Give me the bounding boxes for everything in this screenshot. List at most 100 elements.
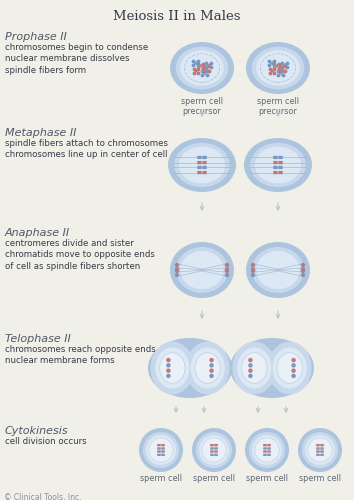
Point [284,64,290,72]
Circle shape [210,358,213,362]
Point [276,60,281,68]
FancyBboxPatch shape [320,450,324,452]
Circle shape [167,358,170,362]
FancyBboxPatch shape [316,448,320,450]
Point [280,67,286,75]
FancyBboxPatch shape [197,161,202,164]
Point [280,72,286,80]
Ellipse shape [298,428,342,472]
Text: sperm cell: sperm cell [193,474,235,483]
Circle shape [302,268,304,270]
FancyBboxPatch shape [214,448,218,450]
FancyBboxPatch shape [267,454,271,456]
FancyBboxPatch shape [214,444,218,446]
Point [267,57,272,65]
FancyBboxPatch shape [197,171,202,174]
Ellipse shape [192,428,236,472]
Ellipse shape [273,348,307,389]
Ellipse shape [249,432,285,468]
FancyBboxPatch shape [157,444,161,446]
Ellipse shape [277,352,302,384]
Point [196,69,201,77]
Point [271,60,277,68]
Point [200,67,205,75]
Ellipse shape [246,42,310,94]
FancyBboxPatch shape [161,444,165,446]
FancyBboxPatch shape [202,156,207,159]
Ellipse shape [252,46,304,90]
Point [196,65,201,73]
Text: sperm cell: sperm cell [140,474,182,483]
Ellipse shape [256,251,300,289]
Point [276,64,281,72]
Text: Anaphase II: Anaphase II [5,228,70,238]
FancyBboxPatch shape [202,171,207,174]
Text: cell division occurs: cell division occurs [5,437,87,446]
Text: Cytokinesis: Cytokinesis [5,426,69,436]
Circle shape [249,358,252,362]
Circle shape [292,369,295,372]
Text: Meiosis II in Males: Meiosis II in Males [113,10,241,23]
Point [279,60,285,68]
Point [200,72,205,80]
Circle shape [210,374,213,378]
Ellipse shape [244,138,312,192]
Ellipse shape [170,42,234,94]
FancyBboxPatch shape [273,166,278,169]
Circle shape [176,274,178,276]
Point [201,66,207,74]
Text: sperm cell
precursor: sperm cell precursor [257,97,299,116]
Point [204,67,210,75]
Point [278,62,283,70]
FancyBboxPatch shape [202,161,207,164]
Point [284,60,290,68]
Text: spindle fibers attach to chromosomes
chromosomes line up in center of cell: spindle fibers attach to chromosomes chr… [5,139,168,160]
FancyBboxPatch shape [316,454,320,456]
Text: sperm cell: sperm cell [246,474,288,483]
Circle shape [225,268,228,270]
Ellipse shape [170,242,234,298]
FancyBboxPatch shape [210,454,214,456]
Point [267,62,272,70]
Ellipse shape [202,438,226,462]
Ellipse shape [255,146,301,184]
Ellipse shape [233,342,276,394]
Point [282,66,287,74]
Circle shape [176,268,178,270]
Ellipse shape [237,348,272,389]
FancyBboxPatch shape [316,444,320,446]
FancyBboxPatch shape [278,171,283,174]
Point [272,69,277,77]
Circle shape [252,268,255,270]
Point [190,62,196,70]
Ellipse shape [148,338,232,398]
FancyBboxPatch shape [210,448,214,450]
Point [203,60,209,68]
Ellipse shape [179,146,225,184]
FancyBboxPatch shape [263,454,267,456]
Circle shape [252,270,255,272]
Ellipse shape [230,338,314,398]
Circle shape [292,374,295,378]
Point [195,57,201,65]
Text: chromosomes begin to condense
nuclear membrane dissolves
spindle fibers form: chromosomes begin to condense nuclear me… [5,43,148,75]
Point [190,57,196,65]
Ellipse shape [305,435,335,465]
FancyBboxPatch shape [316,450,320,452]
FancyBboxPatch shape [273,161,278,164]
Ellipse shape [155,348,189,389]
Ellipse shape [308,438,332,462]
Point [267,69,273,77]
Ellipse shape [168,138,236,192]
Point [271,57,277,65]
Point [204,72,210,80]
Circle shape [249,364,252,367]
Point [272,65,277,73]
Text: centromeres divide and sister
chromatids move to opposite ends
of cell as spindl: centromeres divide and sister chromatids… [5,239,155,271]
Point [195,64,201,72]
Text: © Clinical Tools, Inc.: © Clinical Tools, Inc. [4,493,81,500]
Circle shape [302,264,304,266]
Point [275,67,281,75]
Text: sperm cell
precursor: sperm cell precursor [181,97,223,116]
Ellipse shape [252,247,304,293]
